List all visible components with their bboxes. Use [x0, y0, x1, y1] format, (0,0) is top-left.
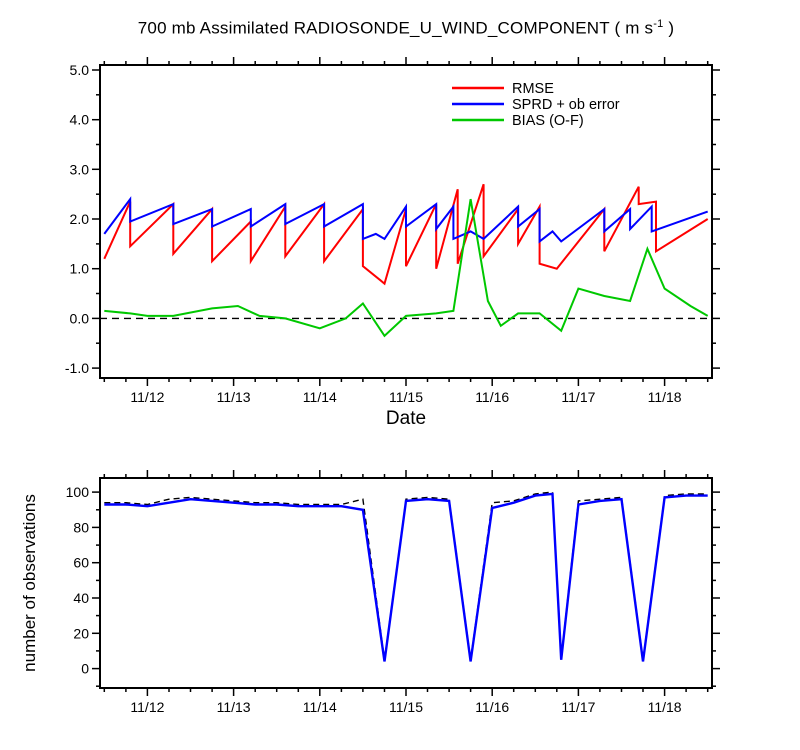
x-tick-label: 11/14 — [303, 389, 337, 405]
x-tick-label: 11/17 — [561, 389, 595, 405]
y-tick-label: 100 — [66, 484, 90, 500]
series-line-sprd-ob-error — [103, 196, 709, 244]
chart-title-suffix: ) — [663, 18, 675, 38]
series-line-bias-o-f — [104, 198, 709, 338]
x-axis-label: Date — [385, 408, 427, 429]
x-tick-label: 11/13 — [217, 389, 251, 405]
x-tick-label: 11/18 — [648, 699, 682, 715]
x-tick-label: 11/18 — [648, 389, 682, 405]
y-tick-label: 60 — [73, 555, 89, 571]
x-tick-label: 11/12 — [130, 699, 164, 715]
y-tick-label: 5.0 — [70, 62, 90, 78]
y-tick-label: 80 — [73, 519, 89, 535]
legend-label-bias-o-f: BIAS (O-F) — [512, 113, 584, 129]
legend-label-rmse: RMSE — [512, 81, 554, 97]
x-tick-label: 11/15 — [389, 699, 423, 715]
series-line-rmse — [103, 183, 709, 286]
chart-panel-0: 11/12 11/13 11/14 11/15 11/16 11/17 11/18 -1.0 0… — [65, 57, 720, 405]
series-line-obs-count-dashed-black — [104, 491, 708, 660]
chart-title-superscript: -1 — [653, 18, 664, 30]
x-tick-label: 11/16 — [475, 699, 509, 715]
y-axis-label-text: number of observations — [20, 494, 39, 672]
x-tick-label: 11/16 — [475, 389, 509, 405]
x-tick-label: 11/13 — [217, 699, 251, 715]
y-tick-label: 2.0 — [70, 211, 90, 227]
chart-title: 700 mb Assimilated RADIOSONDE_U_WIND_COM… — [94, 18, 718, 39]
y-tick-label: 40 — [73, 590, 89, 606]
y-tick-label: 20 — [73, 625, 89, 641]
chart-title-text: 700 mb Assimilated RADIOSONDE_U_WIND_COM… — [137, 18, 654, 38]
x-tick-label: 11/15 — [389, 389, 423, 405]
y-tick-label: 0.0 — [70, 310, 90, 326]
y-tick-label: 1.0 — [70, 261, 90, 277]
y-tick-label: 0 — [81, 661, 89, 677]
x-tick-label: 11/17 — [561, 699, 595, 715]
series-line-obs-count-solid-blue — [104, 492, 708, 662]
y-tick-label: 3.0 — [70, 161, 90, 177]
y-tick-label: -1.0 — [65, 360, 89, 376]
legend-label-sprd-ob-error: SPRD + ob error — [512, 97, 620, 113]
y-tick-label: 4.0 — [70, 112, 90, 128]
y-axis-label-bottom-chart: number of observations — [2, 478, 58, 688]
chart-panel-1: 11/12 11/13 11/14 11/15 11/16 11/17 11/18 0 20 40… — [66, 470, 720, 715]
x-tick-label: 11/12 — [130, 389, 164, 405]
x-tick-label: 11/14 — [303, 699, 337, 715]
